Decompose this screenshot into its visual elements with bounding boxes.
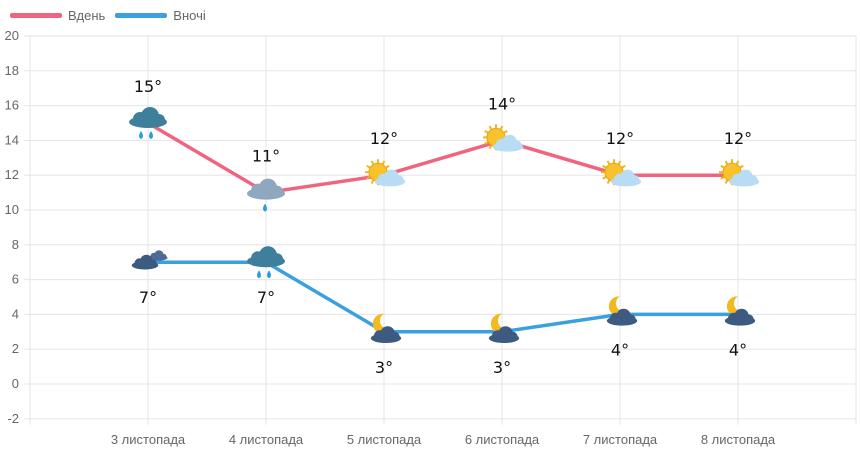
sun-ray	[366, 164, 371, 169]
moon-shape	[490, 313, 510, 334]
sun-ray	[484, 130, 489, 134]
legend-item-night[interactable]: Вночі	[115, 8, 206, 23]
sun-cloud-icon	[483, 124, 524, 152]
sun-ray	[385, 164, 390, 169]
legend-swatch-day	[10, 13, 62, 18]
data-label-day: 12°	[370, 129, 398, 148]
sun-ray	[720, 175, 725, 180]
legend: Вдень Вночі	[10, 8, 206, 23]
cloud-part	[744, 314, 754, 325]
data-label-night: 7°	[257, 288, 275, 307]
data-label-night: 4°	[729, 340, 747, 359]
raindrop	[149, 131, 153, 139]
sun-ray	[499, 125, 504, 131]
sun-cloud-icon	[601, 159, 642, 187]
moon-cloud-icon	[370, 313, 402, 344]
rain-cloud-icon	[129, 107, 167, 139]
cloud-part	[626, 314, 636, 325]
y-tick-label: 6	[12, 272, 19, 287]
dark-clouds-icon	[131, 250, 168, 270]
sun-ray	[606, 179, 611, 184]
moon-shape	[726, 296, 746, 317]
sun-ray	[488, 144, 493, 150]
y-tick-label: 16	[5, 98, 19, 113]
x-tick-label: 7 листопада	[583, 432, 658, 447]
rain-cloud-icon	[247, 246, 285, 279]
y-tick-label: 8	[12, 237, 19, 252]
moon-shape	[372, 313, 392, 334]
x-tick-label: 8 листопада	[701, 432, 776, 447]
cloud-part	[271, 185, 283, 198]
data-label-day: 14°	[488, 94, 516, 113]
sun-ray	[617, 160, 622, 165]
cloud-part	[508, 331, 518, 342]
sun-ray	[606, 160, 611, 165]
sun-cloud-icon	[719, 159, 760, 187]
series-line-day	[147, 121, 738, 195]
data-label-day: 15°	[134, 77, 162, 96]
cloud-part	[153, 114, 165, 126]
cloud-part	[390, 331, 400, 342]
data-label-night: 3°	[493, 358, 511, 377]
legend-label-night: Вночі	[173, 8, 206, 23]
sun-ray	[370, 179, 375, 184]
cloud-part	[512, 140, 522, 150]
sun-ray	[621, 164, 626, 169]
y-tick-label: 20	[5, 28, 19, 43]
sun-ray	[503, 130, 508, 134]
x-tick-label: 5 листопада	[347, 432, 422, 447]
data-label-night: 3°	[375, 358, 393, 377]
sun-ray	[602, 175, 607, 180]
y-tick-label: -2	[7, 411, 19, 426]
moon-cloud-icon	[606, 296, 638, 326]
sun-ray	[720, 164, 725, 169]
legend-label-day: Вдень	[68, 8, 106, 23]
raindrop	[139, 131, 143, 139]
cloud-part	[160, 253, 167, 260]
y-tick-label: 2	[12, 341, 19, 356]
sun-ray	[370, 160, 375, 165]
y-tick-label: 4	[12, 306, 19, 321]
raindrop	[263, 203, 267, 212]
sun-ray	[484, 141, 489, 145]
sun-ray	[381, 160, 386, 165]
y-tick-label: 12	[5, 167, 19, 182]
y-tick-label: 0	[12, 376, 19, 391]
sun-ray	[488, 125, 493, 131]
data-label-day: 12°	[724, 129, 752, 148]
sun-ray	[739, 164, 744, 169]
data-label-night: 7°	[139, 288, 157, 307]
rain-cloud-light-icon	[247, 178, 285, 212]
sun-ray	[735, 160, 740, 165]
sun-ray	[366, 175, 371, 180]
cloud-part	[630, 175, 640, 185]
sun-ray	[724, 160, 729, 165]
cloud-part	[148, 259, 157, 269]
moon-shape	[608, 296, 628, 317]
x-tick-label: 4 листопада	[229, 432, 304, 447]
sun-ray	[602, 164, 607, 169]
data-label-day: 11°	[252, 147, 280, 166]
x-tick-label: 3 листопада	[111, 432, 186, 447]
cloud-part	[748, 175, 758, 185]
data-label-night: 4°	[611, 340, 629, 359]
legend-swatch-night	[115, 13, 168, 18]
x-tick-label: 6 листопада	[465, 432, 540, 447]
data-label-day: 12°	[606, 129, 634, 148]
sun-ray	[724, 179, 729, 184]
cloud-part	[394, 175, 404, 185]
sun-cloud-icon	[365, 159, 406, 187]
y-tick-label: 10	[5, 202, 19, 217]
legend-item-day[interactable]: Вдень	[10, 8, 105, 23]
series-line-night	[148, 260, 738, 334]
y-tick-label: 14	[5, 132, 19, 147]
moon-cloud-icon	[724, 296, 756, 326]
y-tick-label: 18	[5, 63, 19, 78]
raindrop	[267, 270, 271, 279]
raindrop	[257, 270, 261, 279]
cloud-part	[271, 253, 283, 266]
moon-cloud-icon	[488, 313, 520, 344]
